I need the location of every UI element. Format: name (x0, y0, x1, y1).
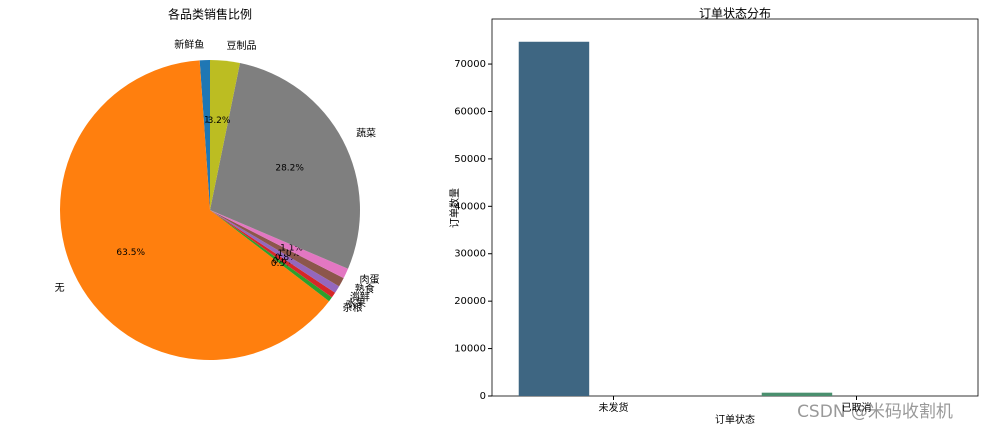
slice-pct: 28.2% (275, 164, 304, 174)
pie-title: 各品类销售比例 (168, 7, 252, 22)
slice-label: 海鲜 (350, 291, 370, 304)
y-tick-label: 70000 (454, 59, 486, 70)
pie-slice (199, 60, 210, 210)
x-tick-label: 已取消 (842, 401, 872, 414)
slice-pct: 3.2% (208, 116, 231, 126)
bar (761, 392, 833, 396)
slice-pct: 63.5% (116, 248, 145, 258)
pie-slice (210, 210, 332, 302)
slice-label: 蔬菜 (356, 127, 376, 139)
slice-pct: 0.5% (271, 259, 294, 269)
bar (518, 41, 590, 396)
y-tick-label: 0 (480, 391, 486, 402)
slice-label: 无 (55, 283, 65, 294)
slice-pct: 0.8% (275, 253, 298, 263)
slice-label: 新鲜鱼 (174, 38, 204, 51)
slice-pct: 1.1% (280, 244, 303, 254)
slice-label: 豆制品 (227, 39, 257, 52)
pie-slice (210, 60, 240, 210)
y-tick-label: 60000 (454, 106, 486, 117)
y-tick-label: 40000 (454, 201, 486, 212)
x-axis-label: 订单状态 (715, 413, 755, 426)
slice-pct: 1.1% (195, 116, 218, 126)
slice-label: 肉蛋 (360, 273, 380, 286)
pie-slice (210, 210, 349, 279)
watermark: CSDN @米码收割机 (797, 402, 953, 422)
x-tick-label: 未发货 (599, 401, 629, 414)
slice-pct: 1.0% (277, 249, 300, 259)
pie-slice (210, 210, 344, 287)
y-tick-label: 20000 (454, 296, 486, 307)
slice-label: 杂粮 (343, 301, 363, 314)
pie-slice (210, 210, 340, 293)
pie-slice (60, 60, 330, 360)
plot-frame (491, 18, 979, 397)
pie-slice (210, 210, 336, 298)
pie-slice (210, 63, 360, 269)
slice-label: 水果 (346, 298, 366, 310)
bar-title: 订单状态分布 (699, 7, 771, 21)
slice-pct: 0.6% (273, 257, 296, 267)
slice-label: 熟食 (355, 282, 375, 295)
y-tick-label: 30000 (454, 249, 486, 260)
y-axis-label: 订单数量 (448, 188, 461, 228)
y-tick-label: 10000 (454, 344, 486, 355)
y-tick-label: 50000 (454, 154, 486, 165)
